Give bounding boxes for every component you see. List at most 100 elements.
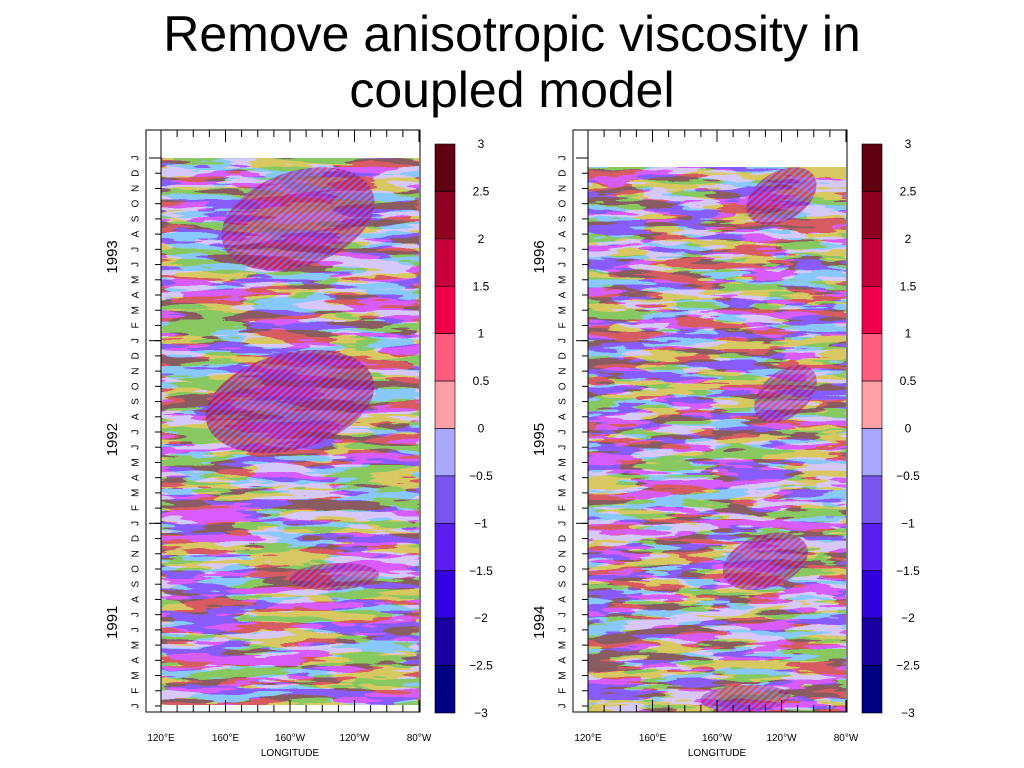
colorbar-label: −1 [901, 516, 915, 530]
colorbar-label: −1 [474, 516, 488, 530]
colorbar-swatch [861, 238, 883, 287]
chart-panel-2: JFMAMJJASONDJFMAMJJASONDJFMAMJJASONDJ199… [531, 129, 920, 759]
anomaly-blob-3 [722, 532, 808, 591]
anomaly-blob-2 [205, 349, 375, 454]
colorbar-swatch [861, 333, 883, 382]
x-axis-label: LONGITUDE [261, 748, 320, 759]
colorbar-swatch [434, 570, 456, 619]
heatmap-field [161, 158, 419, 705]
y-tick-label: S [131, 398, 142, 405]
y-tick-label: J [558, 445, 569, 450]
anomaly-blob-1 [221, 167, 375, 271]
y-tick-label: O [558, 565, 569, 573]
colorbar-label: −2.5 [469, 659, 493, 673]
colorbar-label: 1.5 [473, 279, 490, 293]
x-axis-label: LONGITUDE [688, 748, 747, 759]
y-tick-label: D [558, 170, 569, 177]
colorbar-swatch [434, 191, 456, 240]
y-tick-label: M [558, 671, 569, 679]
y-tick-label: N [131, 185, 142, 192]
x-tick-label: 120°E [574, 733, 602, 744]
y-tick-label: J [131, 247, 142, 252]
colorbar-label: 1 [905, 327, 912, 341]
y-tick-label: A [131, 596, 142, 603]
heatmap-field [588, 167, 846, 712]
colorbar-swatch [861, 380, 883, 429]
y-tick-label: J [131, 445, 142, 450]
year-label: 1992 [104, 423, 121, 456]
colorbar-label: 0.5 [900, 374, 917, 388]
y-tick-label: D [131, 170, 142, 177]
colorbar-swatch [434, 617, 456, 666]
colorbar-swatch [861, 570, 883, 619]
year-label: 1994 [531, 606, 548, 639]
y-tick-label: A [558, 657, 569, 664]
y-tick-label: A [131, 413, 142, 420]
anomaly-blob-2 [754, 365, 817, 423]
y-tick-label: M [558, 306, 569, 314]
colorbar-swatch [861, 285, 883, 334]
slide-title-line-1: Remove anisotropic viscosity in [163, 6, 861, 62]
y-tick-label: F [558, 322, 569, 328]
slide-title: Remove anisotropic viscosity in coupled … [0, 6, 1024, 118]
y-tick-label: M [558, 489, 569, 497]
x-tick-label: 120°E [147, 733, 175, 744]
colorbar-label: 2 [478, 232, 485, 246]
colorbar-label: −3 [901, 706, 915, 720]
y-tick-label: A [131, 291, 142, 298]
colorbar-label: −0.5 [469, 469, 493, 483]
colorbar-swatch [861, 617, 883, 666]
y-tick-label: F [558, 505, 569, 511]
y-tick-label: S [558, 398, 569, 405]
colorbar-swatch [434, 523, 456, 572]
colorbar-label: −1.5 [896, 564, 920, 578]
y-tick-label: F [131, 505, 142, 511]
y-tick-label: J [558, 156, 569, 161]
colorbar-label: 2.5 [473, 184, 490, 198]
y-tick-label: F [558, 688, 569, 694]
y-tick-label: J [558, 627, 569, 632]
y-tick-label: O [558, 382, 569, 390]
colorbar-swatch [861, 475, 883, 524]
colorbar-label: −1.5 [469, 564, 493, 578]
colorbar-swatch [861, 428, 883, 477]
y-tick-label: J [131, 521, 142, 526]
colorbar-label: 0 [905, 422, 912, 436]
colorbar-label: 3 [905, 137, 912, 151]
y-tick-label: M [558, 641, 569, 649]
colorbar-label: −3 [474, 706, 488, 720]
anomaly-blob-3 [289, 563, 380, 591]
y-tick-label: N [558, 185, 569, 192]
plot-frame [572, 129, 848, 713]
y-tick-label: M [131, 306, 142, 314]
y-tick-label: A [558, 413, 569, 420]
x-tick-label: 160°E [639, 733, 667, 744]
slide-title-line-2: coupled model [349, 62, 675, 118]
y-tick-label: J [131, 338, 142, 343]
y-tick-label: J [558, 430, 569, 435]
y-tick-label: A [558, 230, 569, 237]
y-tick-label: N [558, 367, 569, 374]
y-tick-label: J [558, 262, 569, 267]
x-tick-label: 160°W [275, 733, 306, 744]
y-tick-label: J [558, 247, 569, 252]
y-tick-label: J [131, 430, 142, 435]
y-tick-label: J [558, 704, 569, 709]
y-tick-label: M [131, 671, 142, 679]
colorbar-swatch [861, 665, 883, 714]
year-label: 1996 [531, 240, 548, 273]
y-tick-label: D [558, 535, 569, 542]
colorbar-label: −2.5 [896, 659, 920, 673]
colorbar-label: 0.5 [473, 374, 490, 388]
colorbar-swatch [434, 285, 456, 334]
y-tick-label: O [131, 382, 142, 390]
colorbar-swatch [434, 380, 456, 429]
colorbar-swatch [861, 143, 883, 192]
colorbar-swatch [861, 191, 883, 240]
colorbar-swatch [861, 523, 883, 572]
y-tick-label: M [131, 489, 142, 497]
colorbar-label: 3 [478, 137, 485, 151]
y-tick-label: S [558, 215, 569, 222]
y-tick-label: J [131, 627, 142, 632]
